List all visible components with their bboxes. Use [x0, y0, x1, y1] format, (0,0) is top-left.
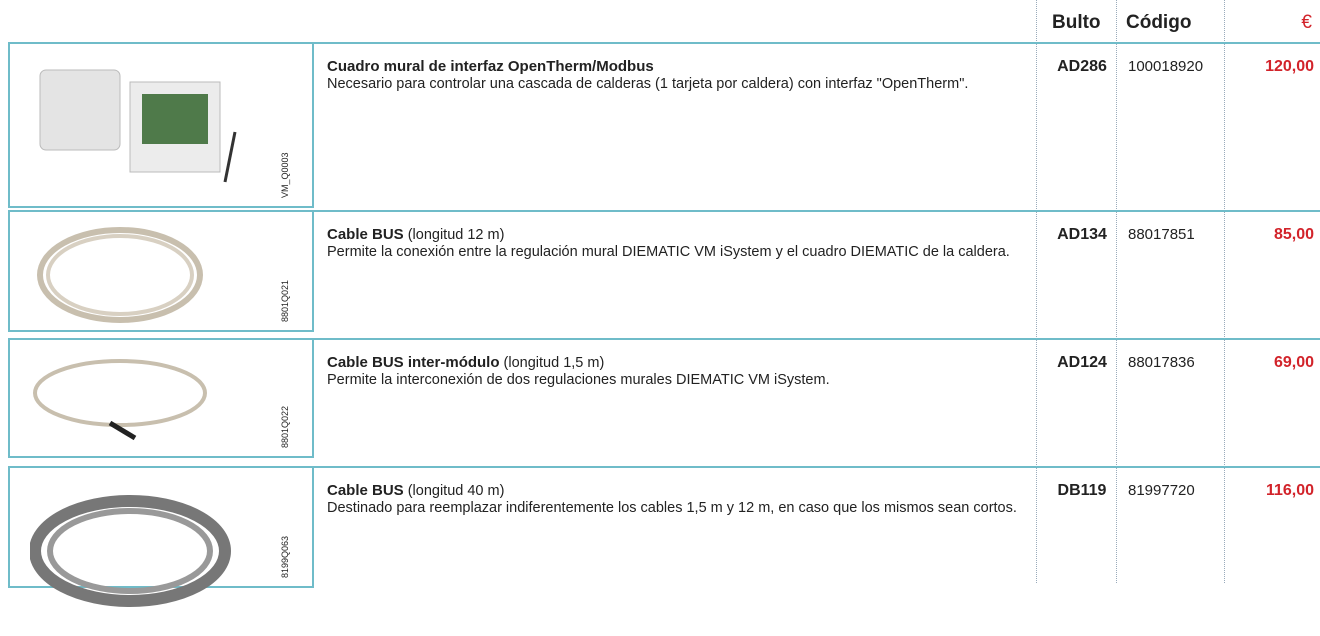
product-illustration: [30, 495, 231, 607]
column-divider: [1036, 0, 1037, 583]
codigo: 81997720: [1128, 482, 1195, 499]
product-description: Necesario para controlar una cascada de …: [327, 76, 969, 92]
bulto: AD134: [1057, 226, 1107, 243]
codigo: 88017851: [1128, 226, 1195, 243]
price: 116,00: [1265, 482, 1314, 499]
product-description: Destinado para reemplazar indiferentemen…: [327, 500, 1017, 516]
product-description: Permite la interconexión de dos regulaci…: [327, 372, 830, 388]
column-divider: [1116, 0, 1117, 583]
price: 85,00: [1273, 226, 1314, 243]
bulto: AD286: [1057, 58, 1107, 75]
page: Bulto Código € VM_Q0003 Cuadro mural de i…: [8, 0, 1320, 607]
product-row: VM_Q0003 Cuadro mural de interfaz OpenThe…: [8, 42, 1320, 208]
product-row: 8801Q022 Cable BUS inter-módulo (longitud…: [8, 338, 1320, 458]
product-illustration: [33, 359, 207, 441]
price: 120,00: [1265, 58, 1314, 75]
product-title: Cuadro mural de interfaz OpenTherm/Modbu…: [327, 58, 654, 75]
product-image: VM_Q0003: [8, 44, 314, 208]
description: Cable BUS (longitud 40 m) Destinado para …: [327, 482, 1025, 517]
description: Cuadro mural de interfaz OpenTherm/Modbu…: [327, 58, 1025, 93]
bulto: DB119: [1057, 482, 1107, 499]
product-image: 8801Q022: [8, 340, 314, 458]
product-row: 8801Q021 Cable BUS (longitud 12 m) Permite…: [8, 210, 1320, 332]
product-image: 8199Q063: [8, 468, 314, 607]
product-illustration: [37, 227, 203, 323]
codigo: 100018920: [1128, 58, 1204, 75]
title-note: (longitud 40 m): [407, 483, 505, 499]
product-illustration: [39, 69, 237, 183]
header-currency: €: [1301, 12, 1312, 33]
product-title: Cable BUS: [327, 482, 404, 499]
bulto: AD124: [1057, 354, 1107, 371]
product-row: 8199Q063 Cable BUS (longitud 40 m) Destina…: [8, 466, 1320, 607]
header-bulto: Bulto: [1052, 12, 1101, 33]
price: 69,00: [1273, 354, 1314, 371]
description: Cable BUS inter-módulo (longitud 1,5 m) P…: [327, 354, 1025, 389]
product-description: Permite la conexión entre la regulación …: [327, 244, 1010, 260]
title-note: (longitud 12 m): [407, 227, 505, 243]
header-codigo: Código: [1126, 12, 1192, 33]
description: Cable BUS (longitud 12 m) Permite la cone…: [327, 226, 1025, 261]
codigo: 88017836: [1128, 354, 1195, 371]
product-image: 8801Q021: [8, 212, 314, 332]
product-title: Cable BUS inter-módulo: [327, 354, 500, 371]
title-note: (longitud 1,5 m): [503, 355, 605, 371]
column-divider: [1224, 0, 1225, 583]
product-title: Cable BUS: [327, 226, 404, 243]
